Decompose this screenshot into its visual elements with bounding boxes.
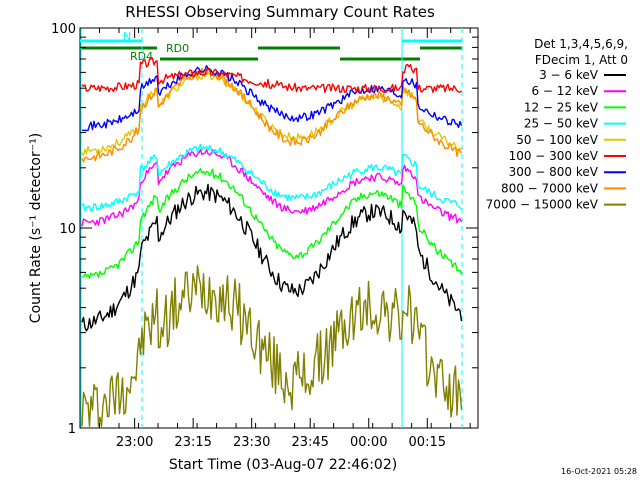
x-tick-label: 23:15: [174, 435, 211, 450]
chart-title: RHESSI Observing Summary Count Rates: [125, 3, 435, 21]
x-tick-label: 23:45: [291, 435, 328, 450]
series-trace: [81, 70, 463, 156]
legend-title-line-2: FDecim 1, Att 0: [535, 53, 628, 67]
series-trace: [81, 148, 463, 227]
flag-n-label: N: [123, 30, 131, 43]
legend: Det 1,3,4,5,6,9, FDecim 1, Att 0 3 − 6 k…: [486, 37, 628, 212]
legend-entry-label: 300 − 800 keV: [509, 165, 599, 179]
legend-entry-label: 100 − 300 keV: [509, 149, 599, 163]
y-tick-label: 100: [51, 22, 76, 37]
legend-entries: 3 − 6 keV 6 − 12 keV 12 − 25 keV 25 − 50 ke…: [486, 68, 626, 212]
plot-area: NRD4RD0: [79, 27, 479, 429]
x-tick-label: 23:30: [233, 435, 270, 450]
y-axis-label: Count Rate (s⁻¹ detector⁻¹): [28, 133, 44, 323]
series-traces: [81, 57, 463, 427]
y-tick-label: 10: [59, 222, 76, 237]
footer-timestamp: 16-Oct-2021 05:28: [561, 467, 637, 476]
x-axis: 23:00 23:15 23:30 23:45 00:00 00:15: [79, 28, 471, 450]
series-trace: [81, 57, 462, 94]
y-axis: 1 10 100: [51, 22, 478, 437]
legend-entry-label: 6 − 12 keV: [531, 84, 598, 98]
legend-entry-label: 800 − 7000 keV: [501, 181, 599, 195]
legend-entry-label: 7000 − 15000 keV: [486, 198, 599, 212]
x-axis-label: Start Time (03-Aug-07 22:46:02): [169, 457, 397, 473]
series-trace: [81, 168, 463, 279]
x-tick-label: 00:15: [409, 435, 446, 450]
series-trace: [81, 67, 463, 163]
series-trace: [81, 265, 463, 427]
y-tick-label: 1: [68, 422, 76, 437]
flag-rd0-label: RD0: [166, 42, 189, 55]
series-trace: [81, 143, 462, 212]
x-tick-label: 00:00: [350, 435, 387, 450]
legend-entry-label: 25 − 50 keV: [524, 117, 599, 131]
x-tick-label: 23:00: [116, 435, 153, 450]
legend-title-line-1: Det 1,3,4,5,6,9,: [534, 37, 628, 51]
legend-entry-label: 50 − 100 keV: [516, 133, 599, 147]
legend-entry-label: 3 − 6 keV: [539, 68, 599, 82]
series-trace: [81, 183, 463, 332]
series-trace: [81, 65, 463, 132]
legend-entry-label: 12 − 25 keV: [524, 100, 599, 114]
